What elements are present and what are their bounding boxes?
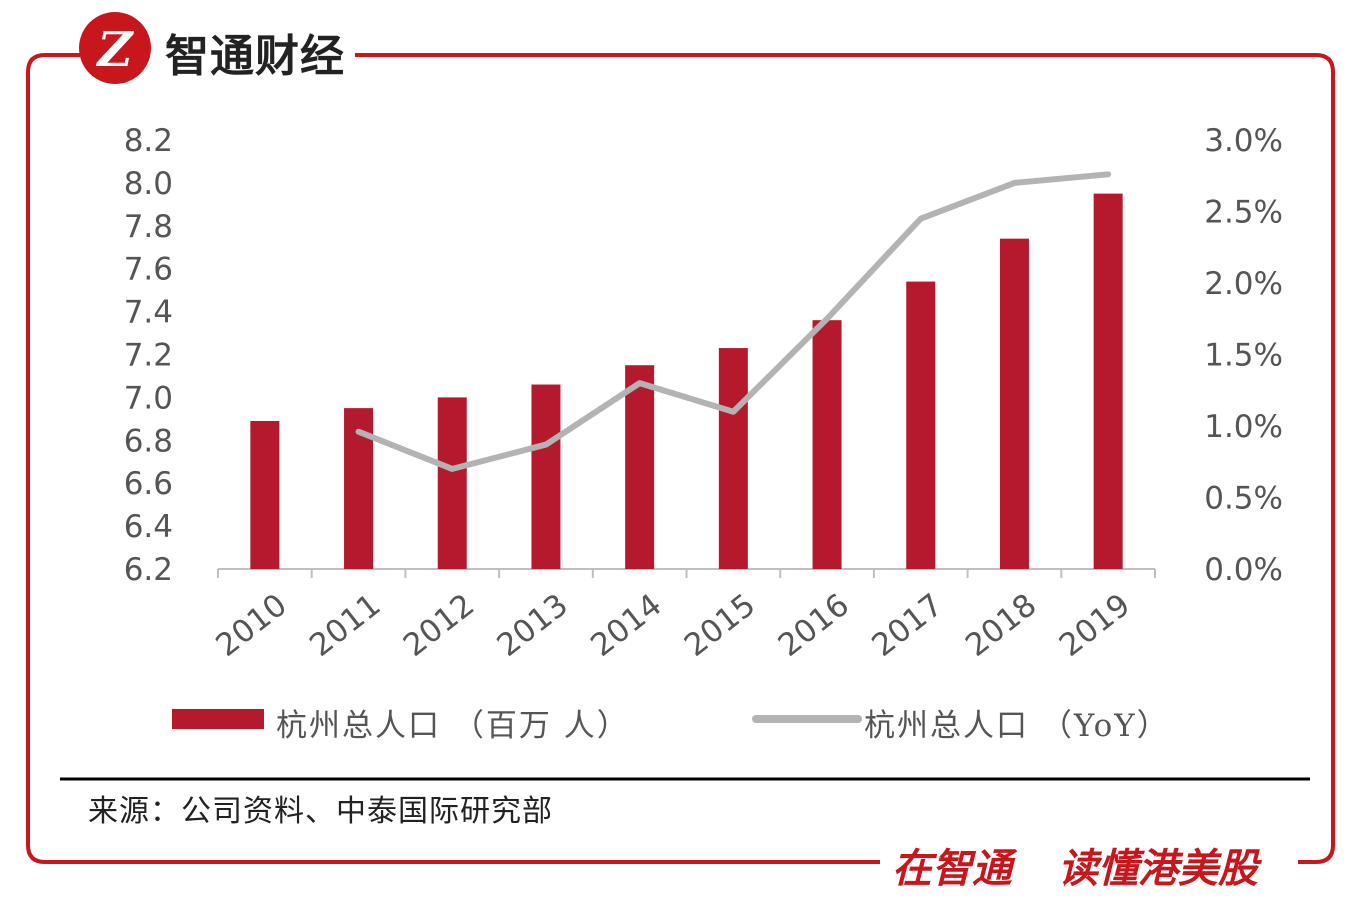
bar-2018 [999,238,1029,570]
y-left-axis-labels: 6.2 6.4 6.6 6.8 7.0 7.2 7.4 7.6 7.8 8.0 8.2 [124,123,173,588]
slogan-part-1: 在智通 [892,846,1012,892]
bar-2013 [531,384,561,569]
x-tick-label: 2012 [397,587,481,664]
y-right-tick-label: 2.0% [1204,266,1283,302]
x-tick-label: 2019 [1053,587,1137,664]
y-right-tick-label: 1.0% [1204,409,1283,445]
y-left-tick-label: 6.8 [124,423,173,459]
x-tick-label: 2011 [303,587,387,664]
x-tick-label: 2014 [584,587,668,664]
y-right-tick-label: 1.5% [1204,338,1283,374]
y-left-tick-label: 6.6 [124,466,173,502]
y-left-tick-label: 7.8 [124,209,173,245]
slogan-part-2: 读懂港美股 [1058,846,1258,892]
y-left-tick-label: 8.0 [124,166,173,202]
brand-name: 智通财经 [165,31,345,82]
bar-2015 [718,348,748,569]
bar-2019 [1093,193,1123,569]
x-tick-label: 2015 [678,587,762,664]
y-left-tick-label: 7.4 [124,295,173,331]
logo-glyph: Z [95,22,134,78]
y-right-tick-label: 3.0% [1204,123,1283,159]
source-note: 来源：公司资料、中泰国际研究部 [88,794,553,829]
line-series [355,171,1112,472]
x-tick-label: 2017 [865,587,949,664]
x-tick-label: 2018 [959,587,1043,664]
y-left-tick-label: 6.4 [124,509,173,545]
x-tick-label: 2016 [772,587,856,664]
bar-2014 [625,365,655,569]
x-axis-labels: 2010 2011 2012 2013 2014 2015 2016 2017 2018 2019 [209,587,1137,664]
y-left-tick-label: 7.0 [124,380,173,416]
bar-2012 [437,397,467,569]
y-right-tick-label: 0.0% [1204,552,1283,588]
bar-2010 [250,420,280,569]
x-tick-label: 2010 [209,587,293,664]
y-right-tick-label: 2.5% [1204,195,1283,231]
logo-icon: Z [79,12,151,84]
bar-2016 [812,320,842,569]
legend-label-line: 杭州总人口 （YoY） [864,708,1170,744]
x-axis-ticks [217,569,1156,578]
bar-series [250,193,1123,570]
legend-bar-swatch [172,709,264,729]
frame-border-left [26,53,880,864]
y-left-tick-label: 7.6 [124,252,173,288]
bar-2017 [906,281,936,569]
legend-label-bar: 杭州总人口 （百万 人） [276,708,630,744]
frame-border-right [355,53,1335,864]
x-tick-label: 2013 [491,587,575,664]
y-left-tick-label: 6.2 [124,552,173,588]
y-right-tick-label: 0.5% [1204,481,1283,517]
y-left-tick-label: 8.2 [124,123,173,159]
y-right-axis-labels: 0.0% 0.5% 1.0% 1.5% 2.0% 2.5% 3.0% [1204,123,1283,588]
y-left-tick-label: 7.2 [124,338,173,374]
